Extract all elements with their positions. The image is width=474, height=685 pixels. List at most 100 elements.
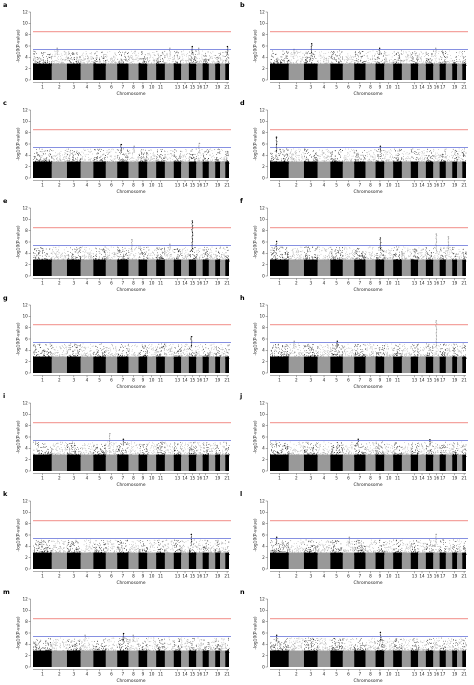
x-tick-label: 10 [386,182,392,187]
chromosome-points-18 [208,442,216,472]
y-tick-label: 2 [25,653,28,658]
chromosome-points-6 [342,638,355,667]
peak-point [336,346,338,348]
y-tick-label: 6 [262,337,265,342]
chromosome-points-8 [365,539,377,569]
peak-point [191,246,193,248]
peak-point [435,335,438,337]
peak-point [435,240,438,242]
peak-point [447,241,449,243]
x-tick-label: 11 [158,476,164,481]
chromosome-points-16 [433,637,441,667]
y-tick-label: 12 [22,596,28,601]
peak-point [133,151,135,153]
peak-point [169,248,171,251]
peak-point [191,50,193,52]
chromosome-points-3 [66,51,82,80]
chromosome-points-2 [288,441,305,472]
chromosome-points-3 [303,539,319,569]
peak-point [121,148,123,150]
x-tick-label: 16 [197,280,203,285]
peak-point [227,50,229,52]
peak-point [169,247,171,249]
y-tick-label: 8 [262,130,265,135]
chromosome-points-13 [410,344,419,374]
peak-top-point [435,233,437,235]
chromosome-points-1 [270,148,290,178]
peak-point [336,344,338,346]
x-tick-label: 7 [358,182,361,187]
chromosome-points-7 [117,50,130,80]
chromosome-points-15 [425,148,434,178]
chromosome-points-20 [457,539,463,569]
x-tick-label: 19 [215,671,221,676]
y-axis: 0 2 4 6 8 10 12 [259,9,268,82]
y-tick-label: 0 [262,175,265,180]
chromosome-points-12 [164,442,175,472]
chromosome-points-11 [393,442,403,472]
chromosome-points-20 [457,441,463,472]
chromosome-points-5 [330,442,344,472]
peak-top-point [379,236,382,239]
peak-top-point [109,433,111,435]
x-tick-label: 19 [215,574,221,579]
manhattan-panel-i: i 0 2 4 6 8 10 12 -log10(P-value) 1 2 3 4 5 6 7 8 9 10 11 13… [0,391,237,489]
y-tick-label: 12 [259,303,265,308]
x-tick-label: 9 [379,182,382,187]
x-tick-label: 8 [132,85,135,90]
peak-point [435,339,438,341]
peak-point [122,634,124,636]
panel-letter: l [240,490,242,498]
chromosome-points-4 [317,148,331,178]
chromosome-points-20 [457,248,463,276]
chromosome-points-14 [181,637,190,667]
chromosome-points-8 [365,50,376,80]
x-tick-label: 9 [379,671,382,676]
peak-point [435,49,437,51]
chromosome-points-20 [220,246,226,276]
peak-point [436,234,438,236]
chromosome-points-5 [93,246,107,276]
chromosome-points-20 [220,51,226,80]
y-axis-title: -log10(P-value) [253,127,259,160]
peak-top-point [447,235,449,238]
peak-top-point [275,240,278,242]
x-tick-label: 9 [142,378,145,383]
chromosome-points-9 [375,539,385,569]
chromosome-points-2 [288,344,305,374]
peak-point [120,151,122,153]
x-axis: 1 2 3 4 5 6 7 8 9 10 11 13 14 15 16 17 19 21 [270,473,467,481]
chromosome-points-8 [128,148,139,178]
y-tick-label: 12 [259,498,265,503]
chromosome-points-10 [384,247,394,276]
peak-point [191,340,193,343]
x-tick-label: 8 [132,280,135,285]
chromosome-points-17 [202,442,209,472]
y-axis-title: -log10(P-value) [253,616,259,649]
chromosome-points-3 [66,441,82,472]
peak-point [380,248,382,251]
x-tick-label: 8 [369,671,372,676]
chromosome-points-19 [215,52,221,80]
manhattan-panel-d: d 0 2 4 6 8 10 12 -log10(P-value) 1 2 3 4 5 6 7 8 9 10 11 13… [237,98,474,196]
peak-point [191,53,193,55]
x-tick-label: 15 [190,280,196,285]
peak-point [435,538,437,541]
chromosome-points-15 [188,637,197,667]
x-tick-label: 17 [203,378,209,383]
chromosome-points-17 [439,50,447,80]
peak-top-point [133,145,135,147]
chromosome-points-5 [330,540,344,569]
chromosome-points-1 [33,50,53,80]
x-tick-label: 21 [224,182,230,187]
x-tick-label: 14 [182,280,188,285]
x-tick-label: 17 [440,280,446,285]
x-tick-label: 7 [358,378,361,383]
x-tick-label: 5 [98,280,101,285]
x-tick-label: 7 [121,182,124,187]
y-tick-label: 0 [262,566,265,571]
manhattan-panel-k: k 0 2 4 6 8 10 12 -log10(P-value) 1 2 3 4 5 6 7 8 9 10 11 13… [0,489,237,587]
x-tick-label: 6 [110,280,113,285]
